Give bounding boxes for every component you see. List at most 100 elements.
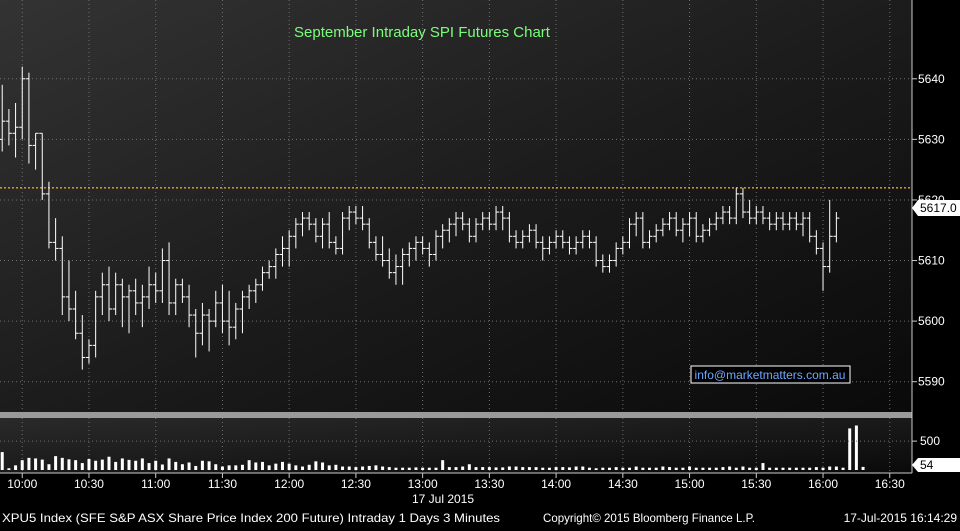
volume-bar — [361, 466, 365, 470]
volume-bar — [808, 467, 812, 470]
volume-bar — [267, 465, 271, 470]
ohlc-bar — [699, 224, 706, 243]
ohlc-bar — [533, 224, 540, 249]
x-tick-label: 13:30 — [474, 477, 504, 491]
ohlc-bar — [693, 212, 700, 243]
volume-bar — [487, 467, 491, 470]
volume-bar — [294, 465, 298, 470]
ohlc-bar — [646, 230, 653, 249]
ohlc-bar — [586, 230, 593, 249]
volume-bar — [648, 467, 652, 470]
ohlc-bar — [459, 212, 466, 231]
ohlc-bar — [453, 212, 459, 237]
ohlc-bar — [726, 206, 733, 225]
volume-bar — [594, 468, 598, 470]
ohlc-bar — [332, 236, 339, 255]
time-x-axis: 10:00 10:30 11:00 11:30 12:00 12:30 13:00 13:30… — [7, 473, 905, 491]
ohlc-bar — [146, 266, 153, 309]
volume-bar — [481, 467, 485, 470]
volume-bar — [514, 466, 518, 470]
volume-bar — [854, 425, 858, 470]
ohlc-bar — [112, 272, 119, 316]
volume-bar — [401, 467, 405, 470]
volume-bar — [701, 467, 705, 470]
volume-bar — [20, 460, 24, 470]
ohlc-bar — [513, 230, 520, 249]
ohlc-bar — [666, 212, 673, 231]
ohlc-bar — [72, 290, 79, 340]
x-tick-label: 12:00 — [274, 477, 304, 491]
ohlc-bar — [719, 206, 726, 225]
volume-bar — [501, 467, 505, 470]
footer-left: XPU5 Index (SFE S&P ASX Share Price Inde… — [2, 511, 500, 525]
ohlc-bar — [593, 236, 600, 267]
ohlc-bar — [833, 212, 840, 243]
volume-bar — [708, 467, 712, 470]
ohlc-bar — [352, 206, 359, 225]
ohlc-bar — [406, 242, 413, 267]
volume-bar — [301, 466, 305, 470]
ohlc-bar — [179, 278, 186, 303]
volume-bar — [621, 467, 625, 470]
ohlc-bar — [613, 242, 620, 267]
y-tick-label: 5640 — [918, 72, 945, 86]
volume-bar — [828, 466, 832, 470]
ohlc-bar — [633, 212, 640, 237]
ohlc-bar — [212, 290, 219, 328]
volume-bar — [160, 464, 164, 470]
ohlc-bar — [493, 206, 500, 231]
ohlc-bar — [19, 66, 26, 140]
ohlc-bar — [800, 212, 807, 237]
volume-bar — [140, 458, 144, 470]
volume-bar — [127, 459, 131, 470]
ohlc-bar — [139, 284, 146, 328]
volume-bar — [327, 465, 331, 470]
ohlc-bar — [506, 212, 513, 243]
volume-bar — [0, 452, 4, 470]
volume-bar — [474, 467, 478, 470]
volume-bar — [754, 467, 758, 470]
volume-bar — [260, 461, 264, 470]
ohlc-bar — [206, 309, 213, 352]
volume-bar — [574, 466, 578, 470]
volume-bar — [848, 428, 852, 470]
volume-bar — [100, 459, 104, 470]
volume-bar — [534, 467, 538, 470]
volume-bar — [280, 461, 284, 470]
y-tick-label: 5610 — [918, 254, 945, 268]
ohlc-bar — [739, 187, 746, 219]
ohlc-bar — [246, 284, 253, 309]
volume-panel-background — [0, 418, 912, 473]
watermark-box: info@marketmatters.com.au — [690, 365, 851, 384]
price-panel-background — [0, 0, 912, 412]
volume-bar — [247, 460, 251, 470]
volume-bar — [521, 467, 525, 470]
volume-bar — [374, 465, 378, 470]
ohlc-bar — [786, 212, 793, 231]
ohlc-bar — [359, 206, 366, 231]
ohlc-bar — [766, 212, 773, 231]
volume-bar — [734, 467, 738, 470]
x-tick-label: 16:30 — [875, 477, 905, 491]
volume-bar — [227, 465, 231, 470]
volume-bar — [741, 466, 745, 470]
volume-bar — [314, 461, 318, 470]
volume-bar — [240, 464, 244, 470]
volume-bar — [14, 465, 18, 470]
volume-bar — [728, 466, 732, 470]
volume-bar — [67, 459, 71, 470]
volume-last-tag: 54 — [912, 458, 960, 472]
ohlc-bar — [192, 309, 199, 358]
ohlc-bar — [619, 236, 626, 255]
volume-bar — [321, 462, 325, 470]
volume-bar — [334, 464, 338, 470]
volume-bar — [134, 460, 138, 470]
x-tick-label: 10:00 — [7, 477, 37, 491]
volume-bar — [74, 460, 78, 470]
ohlc-bar — [773, 212, 780, 231]
volume-bar — [761, 463, 765, 470]
volume-bar — [841, 467, 845, 470]
volume-bar — [668, 467, 672, 470]
ohlc-bar — [119, 278, 126, 328]
